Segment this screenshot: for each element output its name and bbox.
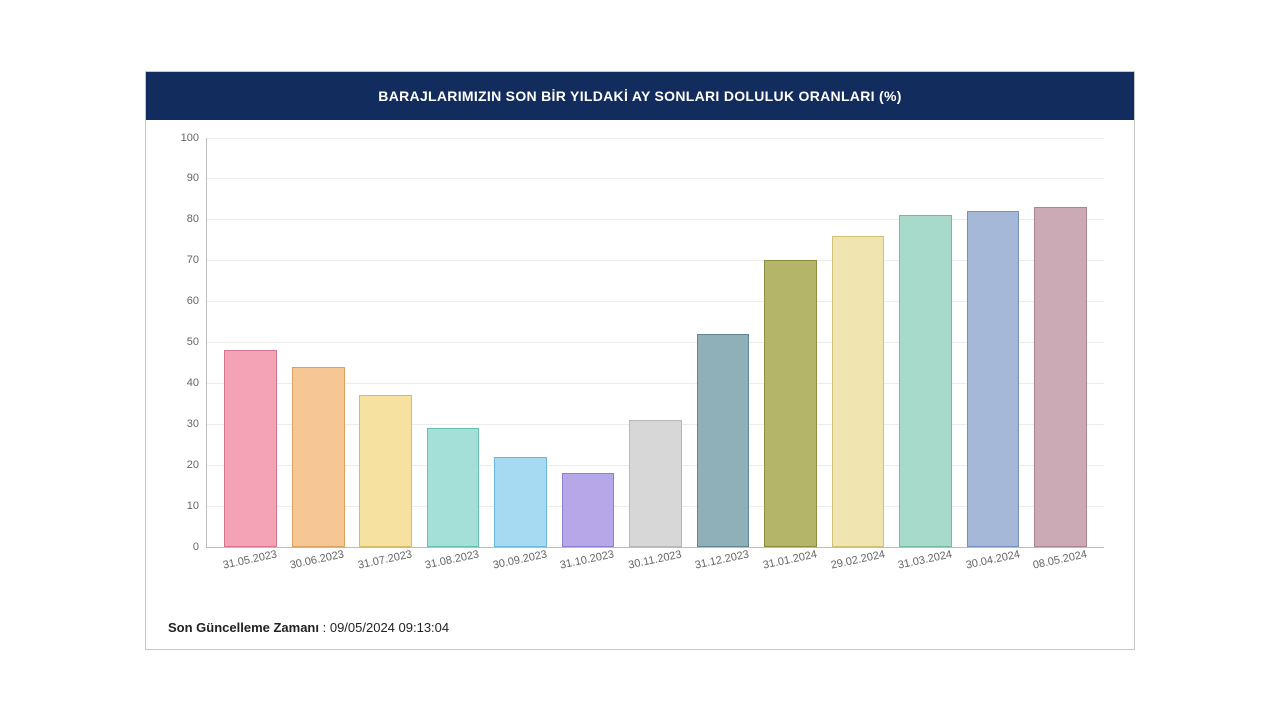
bar <box>899 215 952 546</box>
last-update-value: 09/05/2024 09:13:04 <box>330 620 449 635</box>
bar-slot <box>892 138 959 547</box>
bar <box>697 334 750 547</box>
panel-title: BARAJLARIMIZIN SON BİR YILDAKİ AY SONLAR… <box>146 72 1134 120</box>
x-tick-label: 31.08.2023 <box>424 548 480 571</box>
chart-plot-area: 0102030405060708090100 <box>206 138 1104 548</box>
x-label-slot: 31.07.2023 <box>351 548 419 610</box>
bar-slot <box>1027 138 1094 547</box>
bar-slot <box>554 138 621 547</box>
x-tick-label: 31.03.2024 <box>897 548 953 571</box>
last-update-separator: : <box>319 620 330 635</box>
x-tick-label: 30.09.2023 <box>492 548 548 571</box>
x-tick-label: 08.05.2024 <box>1032 548 1088 571</box>
y-tick-label: 80 <box>187 213 207 225</box>
last-update: Son Güncelleme Zamanı : 09/05/2024 09:13… <box>168 620 1112 635</box>
x-tick-label: 30.06.2023 <box>289 548 345 571</box>
x-axis-labels: 31.05.2023 30.06.2023 31.07.2023 31.08.2023… <box>206 548 1104 610</box>
y-tick-label: 0 <box>193 541 207 553</box>
bar <box>764 260 817 546</box>
x-tick-label: 30.04.2024 <box>964 548 1020 571</box>
x-label-slot: 30.06.2023 <box>284 548 352 610</box>
bar <box>1034 207 1087 546</box>
y-tick-label: 20 <box>187 459 207 471</box>
y-tick-label: 10 <box>187 500 207 512</box>
bar <box>427 428 480 547</box>
bar-slot <box>757 138 824 547</box>
y-tick-label: 60 <box>187 295 207 307</box>
bar <box>494 457 547 547</box>
bar <box>629 420 682 547</box>
x-label-slot: 30.11.2023 <box>621 548 689 610</box>
x-label-slot: 29.02.2024 <box>824 548 892 610</box>
panel-body: 0102030405060708090100 31.05.202330.06.2… <box>146 120 1134 649</box>
y-tick-label: 100 <box>181 132 207 144</box>
x-tick-label: 31.10.2023 <box>559 548 615 571</box>
bar-slot <box>284 138 351 547</box>
bars-container <box>207 138 1104 547</box>
chart-panel: BARAJLARIMIZIN SON BİR YILDAKİ AY SONLAR… <box>145 71 1135 650</box>
last-update-label: Son Güncelleme Zamanı <box>168 620 319 635</box>
bar <box>292 367 345 547</box>
x-label-slot: 30.04.2024 <box>959 548 1027 610</box>
y-tick-label: 30 <box>187 418 207 430</box>
bar <box>359 395 412 546</box>
x-tick-label: 31.07.2023 <box>357 548 413 571</box>
x-tick-label: 29.02.2024 <box>829 548 885 571</box>
x-tick-label: 31.12.2023 <box>694 548 750 571</box>
x-label-slot: 31.12.2023 <box>689 548 757 610</box>
bar-slot <box>419 138 486 547</box>
y-tick-label: 90 <box>187 172 207 184</box>
x-label-slot: 31.03.2024 <box>891 548 959 610</box>
bar <box>832 236 885 547</box>
bar-slot <box>959 138 1026 547</box>
y-tick-label: 50 <box>187 336 207 348</box>
bar-slot <box>487 138 554 547</box>
bar-slot <box>622 138 689 547</box>
x-label-slot: 08.05.2024 <box>1026 548 1094 610</box>
x-tick-label: 31.01.2024 <box>762 548 818 571</box>
x-tick-label: 31.05.2023 <box>222 548 278 571</box>
bar <box>967 211 1020 546</box>
bar-slot <box>689 138 756 547</box>
x-label-slot: 30.09.2023 <box>486 548 554 610</box>
bar <box>224 350 277 546</box>
bar-slot <box>217 138 284 547</box>
bar-slot <box>824 138 891 547</box>
x-label-slot: 31.01.2024 <box>756 548 824 610</box>
x-label-slot: 31.10.2023 <box>554 548 622 610</box>
x-tick-label: 30.11.2023 <box>627 548 683 571</box>
bar <box>562 473 615 547</box>
x-label-slot: 31.08.2023 <box>419 548 487 610</box>
y-tick-label: 40 <box>187 377 207 389</box>
y-tick-label: 70 <box>187 254 207 266</box>
x-label-slot: 31.05.2023 <box>216 548 284 610</box>
bar-slot <box>352 138 419 547</box>
